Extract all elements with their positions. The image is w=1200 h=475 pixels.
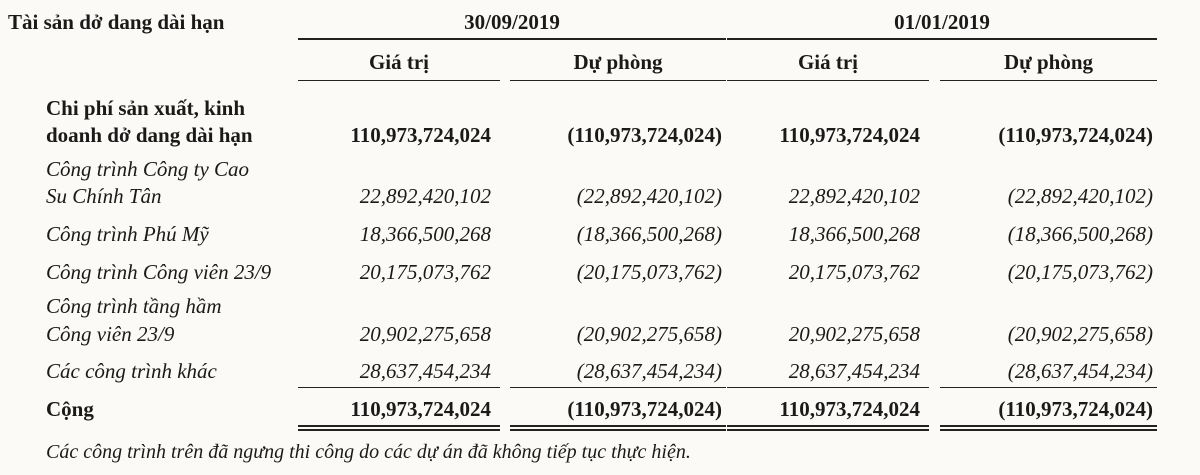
cell-value: 110,973,724,024 xyxy=(350,123,491,147)
cell-value: (18,366,500,268) xyxy=(1007,222,1153,246)
cell-value: (28,637,454,234) xyxy=(1007,359,1153,383)
row-label: Chi phí sản xuất, kinh xyxy=(46,96,246,120)
cell-value: 22,892,420,102 xyxy=(359,184,491,208)
footnote: Các công trình trên đã ngưng thi công do… xyxy=(46,441,691,463)
column-underline-1 xyxy=(298,80,500,81)
total-double-rule-3a xyxy=(727,425,929,427)
cell-value: (20,175,073,762) xyxy=(576,260,722,284)
period-underline-1 xyxy=(298,38,726,40)
subtotal-rule-3 xyxy=(727,387,929,388)
row-label: Công viên 23/9 xyxy=(46,322,175,346)
subtotal-rule-4 xyxy=(940,387,1157,388)
row-label: Các công trình khác xyxy=(46,359,217,383)
cell-value: (20,175,073,762) xyxy=(1007,260,1153,284)
cell-value: (22,892,420,102) xyxy=(576,184,722,208)
cell-value: 22,892,420,102 xyxy=(788,184,920,208)
total-double-rule-2b xyxy=(510,429,726,431)
total-value: 110,973,724,024 xyxy=(350,397,491,421)
total-double-rule-4a xyxy=(940,425,1157,427)
cell-value: 28,637,454,234 xyxy=(788,359,920,383)
cell-value: 20,175,073,762 xyxy=(788,260,920,284)
row-label: Công trình Phú Mỹ xyxy=(46,222,209,246)
period-underline-2 xyxy=(727,38,1157,40)
cell-value: 18,366,500,268 xyxy=(788,222,920,246)
row-label: Công trình Công viên 23/9 xyxy=(46,260,272,284)
column-header-du-phong-2: Dự phòng xyxy=(1003,50,1094,74)
cell-value: 18,366,500,268 xyxy=(359,222,491,246)
total-double-rule-2a xyxy=(510,425,726,427)
total-value: 110,973,724,024 xyxy=(779,397,920,421)
cell-value: (18,366,500,268) xyxy=(576,222,722,246)
cell-value: 20,175,073,762 xyxy=(359,260,491,284)
period-header-30-09-2019: 30/09/2019 xyxy=(464,10,560,34)
total-value: (110,973,724,024) xyxy=(567,397,722,421)
total-double-rule-4b xyxy=(940,429,1157,431)
subtotal-rule-1 xyxy=(298,387,500,388)
column-underline-4 xyxy=(940,80,1157,81)
column-underline-2 xyxy=(510,80,726,81)
cell-value: (20,902,275,658) xyxy=(576,322,722,346)
column-header-gia-tri-1: Giá trị xyxy=(368,50,430,74)
row-label: Công trình Công ty Cao xyxy=(46,157,250,181)
column-header-gia-tri-2: Giá trị xyxy=(797,50,859,74)
cell-value: (28,637,454,234) xyxy=(576,359,722,383)
section-title: Tài sản dở dang dài hạn xyxy=(8,10,225,34)
row-label: Công trình tầng hầm xyxy=(46,294,222,318)
cell-value: 110,973,724,024 xyxy=(779,123,920,147)
cell-value: (20,902,275,658) xyxy=(1007,322,1153,346)
cell-value: 20,902,275,658 xyxy=(359,322,491,346)
cell-value: (22,892,420,102) xyxy=(1007,184,1153,208)
column-header-du-phong-1: Dự phòng xyxy=(573,50,663,74)
cell-value: (110,973,724,024) xyxy=(998,123,1153,147)
cell-value: 28,637,454,234 xyxy=(359,359,491,383)
cell-value: (110,973,724,024) xyxy=(567,123,722,147)
column-underline-3 xyxy=(727,80,929,81)
period-header-01-01-2019: 01/01/2019 xyxy=(894,10,990,34)
row-label: Su Chính Tân xyxy=(46,184,162,208)
subtotal-rule-2 xyxy=(510,387,726,388)
total-double-rule-3b xyxy=(727,429,929,431)
total-label: Cộng xyxy=(46,397,94,421)
row-label: doanh dở dang dài hạn xyxy=(46,123,253,147)
total-double-rule-1a xyxy=(298,425,500,427)
cell-value: 20,902,275,658 xyxy=(788,322,920,346)
total-double-rule-1b xyxy=(298,429,500,431)
total-value: (110,973,724,024) xyxy=(998,397,1153,421)
